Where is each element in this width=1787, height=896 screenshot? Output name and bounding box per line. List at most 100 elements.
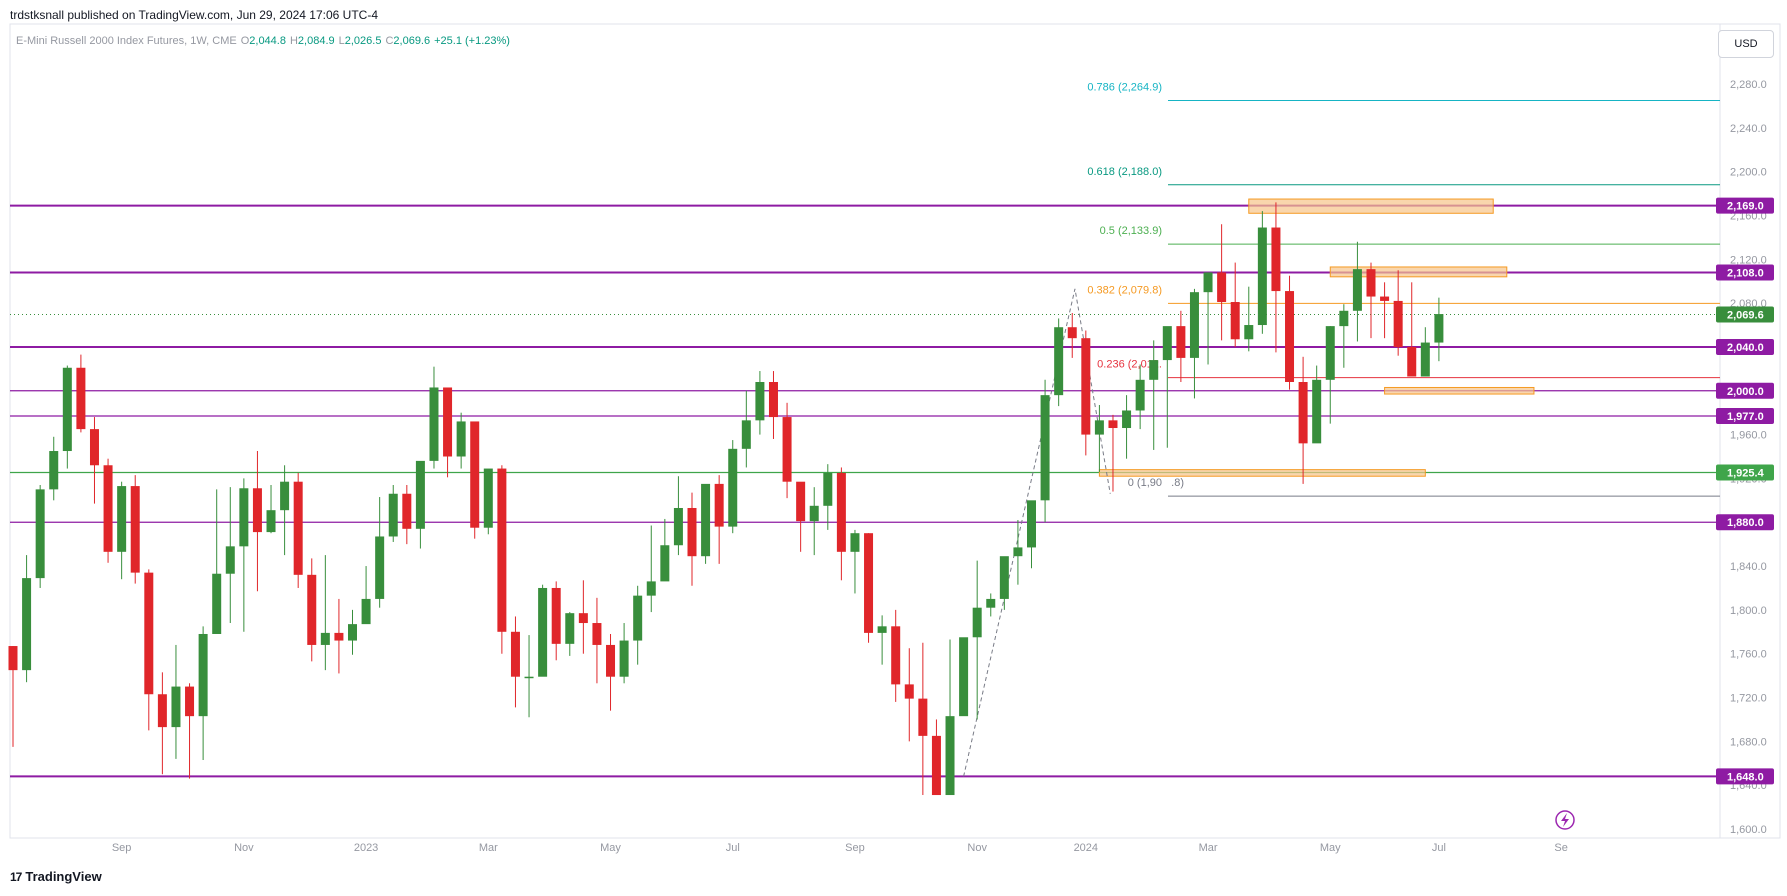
candle-up	[660, 545, 670, 582]
candle-up	[565, 613, 575, 644]
candle-down	[1230, 302, 1240, 340]
candle-up	[239, 488, 249, 547]
candle-up	[1420, 342, 1430, 377]
x-tick-label: May	[1320, 842, 1341, 854]
candle-down	[1067, 327, 1077, 339]
candle-down	[836, 472, 846, 552]
x-tick-label: 2024	[1074, 842, 1098, 854]
fib-level-label: 0.5 (2,133.9)	[1100, 225, 1162, 237]
fib-level-label: 0.618 (2,188.0)	[1087, 166, 1162, 178]
candle-up	[959, 637, 969, 717]
tradingview-brand: TradingView	[25, 869, 102, 884]
candle-up	[1312, 379, 1322, 444]
candle-up	[755, 382, 765, 421]
candle-down	[918, 698, 928, 736]
candle-up	[280, 481, 290, 511]
candle-up	[1013, 547, 1023, 557]
candle-up	[850, 533, 860, 552]
candle-up	[823, 472, 833, 506]
tradingview-footer: 17 TradingView	[10, 869, 102, 884]
candle-down	[76, 367, 86, 430]
candle-up	[266, 510, 276, 533]
candle-up	[809, 505, 819, 522]
candle-up	[524, 676, 534, 679]
lightning-icon	[1555, 810, 1575, 830]
y-tick-label: 2,240.0	[1730, 123, 1767, 135]
key-level-tag	[1716, 768, 1774, 785]
currency-button[interactable]: USD	[1718, 30, 1774, 58]
candle-down	[931, 735, 941, 796]
key-level-tag-label: 2,000.0	[1727, 386, 1764, 398]
x-tick-label: Se	[1554, 842, 1567, 854]
key-level-tag	[1716, 464, 1774, 481]
candle-down	[796, 481, 806, 522]
candle-down	[1298, 382, 1308, 444]
low-value: 2,026.5	[344, 35, 382, 47]
key-level-tag	[1716, 338, 1774, 355]
candle-down	[1176, 326, 1186, 358]
candle-down	[1393, 300, 1403, 347]
candle-up	[483, 468, 493, 528]
candle-up	[1352, 269, 1362, 311]
candle-down	[904, 684, 914, 699]
candle-up	[117, 486, 127, 552]
lightning-icon-bolt	[1561, 813, 1569, 827]
candle-down	[185, 686, 195, 717]
candle-down	[1366, 269, 1376, 297]
supply-demand-zone	[1098, 469, 1426, 477]
candle-up	[361, 598, 371, 625]
x-tick-label: Nov	[967, 842, 987, 854]
key-level-tag-label: 1,925.4	[1727, 467, 1765, 479]
x-tick-label: Mar	[479, 842, 498, 854]
candle-up	[538, 587, 548, 677]
supply-demand-zone	[1329, 266, 1508, 278]
key-level-tag-label: 2,169.0	[1727, 201, 1764, 213]
candle-up	[320, 632, 330, 645]
high-value: 2,084.9	[297, 35, 335, 47]
candle-up	[375, 536, 385, 599]
y-tick-label: 1,720.0	[1730, 693, 1767, 705]
x-tick-label: Sep	[845, 842, 865, 854]
candle-up	[49, 451, 59, 490]
x-tick-label: Mar	[1199, 842, 1218, 854]
candle-up	[62, 367, 72, 452]
candle-up	[999, 556, 1009, 599]
candle-down	[470, 421, 480, 528]
candle-up	[619, 640, 629, 677]
candle-up	[877, 626, 887, 633]
candle-down	[714, 483, 724, 527]
candle-down	[551, 587, 561, 644]
candle-up	[1122, 410, 1132, 429]
change-value: +25.1 (+1.23%)	[434, 35, 510, 47]
candle-up	[212, 573, 222, 634]
candle-down	[1217, 272, 1227, 303]
key-level-tag-label: 2,040.0	[1727, 342, 1764, 354]
candle-up	[986, 598, 996, 608]
x-tick-label: Sep	[112, 842, 132, 854]
high-label: H	[289, 35, 298, 47]
key-level-tag-label: 1,880.0	[1727, 517, 1764, 529]
x-tick-label: Jul	[1432, 842, 1446, 854]
candle-down	[768, 382, 778, 418]
candle-down	[130, 486, 140, 573]
candle-up	[1135, 379, 1145, 411]
candle-down	[578, 613, 588, 624]
key-level-tag-label: 2,108.0	[1727, 267, 1764, 279]
candle-down	[606, 644, 616, 677]
candle-down	[89, 429, 99, 466]
tradingview-logo-icon: 17	[10, 869, 22, 884]
y-tick-label: 1,680.0	[1730, 736, 1767, 748]
candle-up	[225, 546, 235, 574]
low-label: L	[338, 35, 345, 47]
candle-down	[103, 465, 113, 552]
symbol-legend: E-Mini Russell 2000 Index Futures, 1W, C…	[16, 35, 510, 47]
candle-down	[864, 533, 874, 633]
close-label: C	[385, 35, 394, 47]
key-level-tag-label: 1,648.0	[1727, 771, 1764, 783]
candle-down	[443, 387, 453, 457]
candle-up	[728, 448, 738, 527]
candle-up	[945, 716, 955, 796]
candle-up	[1434, 314, 1444, 343]
candle-down	[592, 623, 602, 645]
